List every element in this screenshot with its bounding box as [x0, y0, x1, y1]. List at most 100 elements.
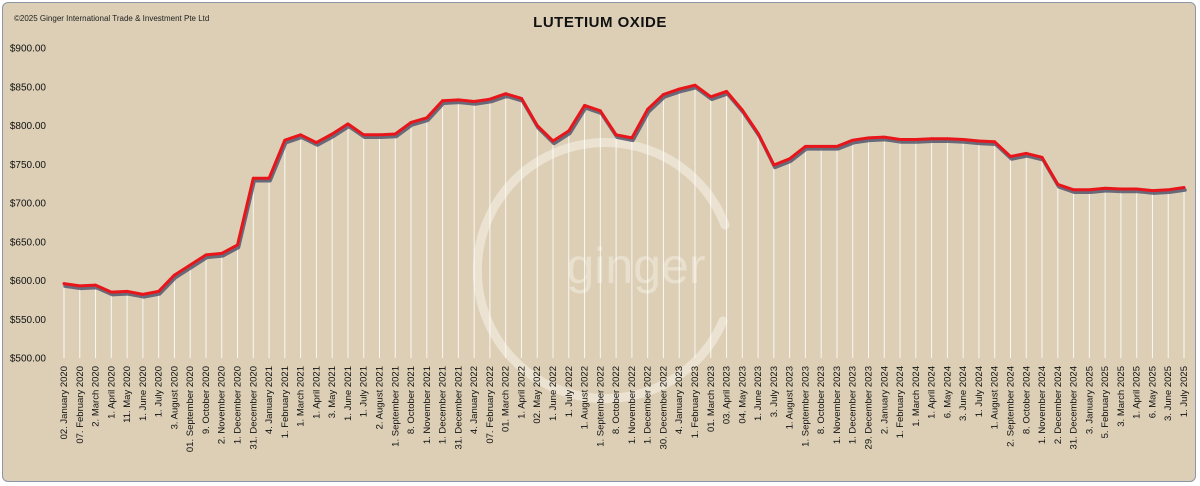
- data-point: [1135, 187, 1139, 191]
- x-tick-label: 02. January 2020: [59, 366, 70, 439]
- data-point: [551, 139, 555, 143]
- y-tick-label: $700.00: [10, 199, 47, 210]
- x-tick-label: 1. December 2022: [643, 366, 654, 444]
- x-tick-label: 1. June 2020: [138, 366, 149, 421]
- x-tick-label: 8. October 2024: [1021, 366, 1032, 434]
- x-tick-label: 4. January 2021: [264, 366, 275, 434]
- data-point: [867, 136, 870, 140]
- data-point: [662, 93, 665, 96]
- data-point: [1119, 187, 1123, 191]
- data-point: [535, 124, 539, 127]
- x-tick-label: 31. December 2020: [248, 366, 259, 449]
- data-point: [488, 97, 492, 101]
- x-tick-label: 3. March 2025: [1116, 366, 1127, 427]
- x-tick-label: 02. May 2022: [532, 366, 543, 424]
- x-tick-label: 1. September 2021: [390, 366, 401, 447]
- x-tick-label: 01. March 2022: [501, 366, 512, 432]
- data-point: [851, 138, 855, 142]
- data-point: [1166, 188, 1170, 192]
- x-tick-label: 1. April 2021: [311, 366, 322, 419]
- y-tick-label: $800.00: [10, 121, 47, 132]
- data-point: [378, 133, 381, 137]
- x-tick-label: 3. July 2023: [769, 366, 780, 417]
- data-point: [251, 176, 255, 180]
- data-point: [693, 83, 697, 87]
- series-line: [62, 83, 1186, 296]
- x-tick-label: 1. February 2024: [895, 366, 906, 438]
- x-axis-ticks: 02. January 2020 07. February 2020 2. Marc…: [59, 366, 1190, 452]
- x-tick-label: 4. January 2023: [674, 366, 685, 434]
- drop-lines: [63, 85, 1185, 358]
- x-tick-label: 6. May 2024: [942, 366, 953, 418]
- y-tick-label: $750.00: [10, 160, 47, 171]
- x-tick-label: 8. October 2023: [816, 366, 827, 434]
- data-point: [725, 90, 728, 93]
- data-point: [788, 157, 792, 161]
- x-tick-label: 1. July 2025: [1179, 366, 1190, 417]
- chart-title: LUTETIUM OXIDE: [533, 14, 667, 31]
- data-point: [409, 121, 413, 124]
- x-tick-label: 1. July 2020: [154, 366, 165, 417]
- x-tick-label: 2. September 2024: [1006, 366, 1017, 447]
- data-point: [819, 145, 823, 148]
- x-tick-label: 3. May 2021: [327, 366, 338, 418]
- x-tick-label: 30. December 2022: [658, 366, 669, 449]
- x-tick-label: 31. December 2024: [1069, 366, 1080, 449]
- x-tick-label: 11. May 2020: [122, 366, 133, 423]
- data-point: [504, 92, 508, 96]
- x-tick-label: 2. January 2024: [879, 366, 890, 434]
- x-tick-label: 1. July 2022: [564, 366, 575, 417]
- x-tick-label: 01. September 2020: [185, 366, 196, 452]
- x-tick-label: 01. March 2023: [706, 366, 717, 432]
- data-point: [1182, 186, 1186, 189]
- data-point: [630, 136, 634, 140]
- data-point: [835, 145, 839, 148]
- data-point: [914, 138, 918, 141]
- data-point: [772, 163, 776, 167]
- data-point: [1087, 188, 1091, 192]
- data-point: [961, 138, 965, 141]
- data-point: [267, 176, 271, 180]
- data-point: [882, 135, 886, 139]
- x-tick-label: 1. July 2024: [974, 366, 985, 417]
- x-tick-label: 07. February 2022: [485, 366, 496, 444]
- x-tick-label: 1. April 2025: [1132, 366, 1143, 419]
- x-tick-label: 1. April 2020: [106, 366, 117, 419]
- x-tick-label: 2. August 2021: [375, 366, 386, 429]
- x-tick-label: 2. March 2020: [91, 366, 102, 427]
- y-axis-ticks: $500.00 $550.00 $600.00 $650.00 $700.00 $750.…: [10, 44, 47, 365]
- y-tick-label: $900.00: [10, 44, 47, 55]
- x-tick-label: 1. July 2021: [359, 366, 370, 417]
- ginger-logo-watermark: ginger: [472, 138, 730, 404]
- data-point: [393, 132, 397, 136]
- data-point: [94, 283, 97, 287]
- data-point: [1009, 155, 1012, 158]
- data-point: [1151, 189, 1154, 193]
- data-point: [977, 139, 981, 143]
- x-tick-label: 3. June 2024: [958, 366, 969, 421]
- y-tick-label: $850.00: [10, 82, 47, 93]
- x-tick-label: 1. April 2022: [517, 366, 528, 419]
- data-point: [425, 116, 429, 120]
- x-tick-label: 1. June 2021: [343, 366, 354, 421]
- y-tick-label: $550.00: [10, 315, 47, 326]
- price-series: [62, 83, 1187, 299]
- copyright-text: ©2025 Ginger International Trade & Inves…: [14, 14, 210, 23]
- data-point: [314, 141, 318, 144]
- data-point: [346, 122, 350, 126]
- data-point: [441, 99, 444, 103]
- data-point: [583, 103, 586, 107]
- y-tick-label: $600.00: [10, 276, 47, 287]
- watermark-text: ginger: [567, 238, 706, 294]
- data-point: [898, 138, 902, 141]
- x-tick-label: 6. May 2025: [1148, 366, 1159, 418]
- data-point: [204, 253, 208, 257]
- x-tick-label: 1. June 2022: [548, 366, 559, 421]
- x-tick-label: 1. August 2022: [580, 366, 591, 429]
- data-point: [567, 129, 571, 133]
- x-tick-label: 1. November 2023: [832, 366, 843, 444]
- data-point: [804, 145, 807, 148]
- x-tick-label: 5. February 2025: [1100, 366, 1111, 438]
- x-tick-label: 1. April 2024: [927, 366, 938, 419]
